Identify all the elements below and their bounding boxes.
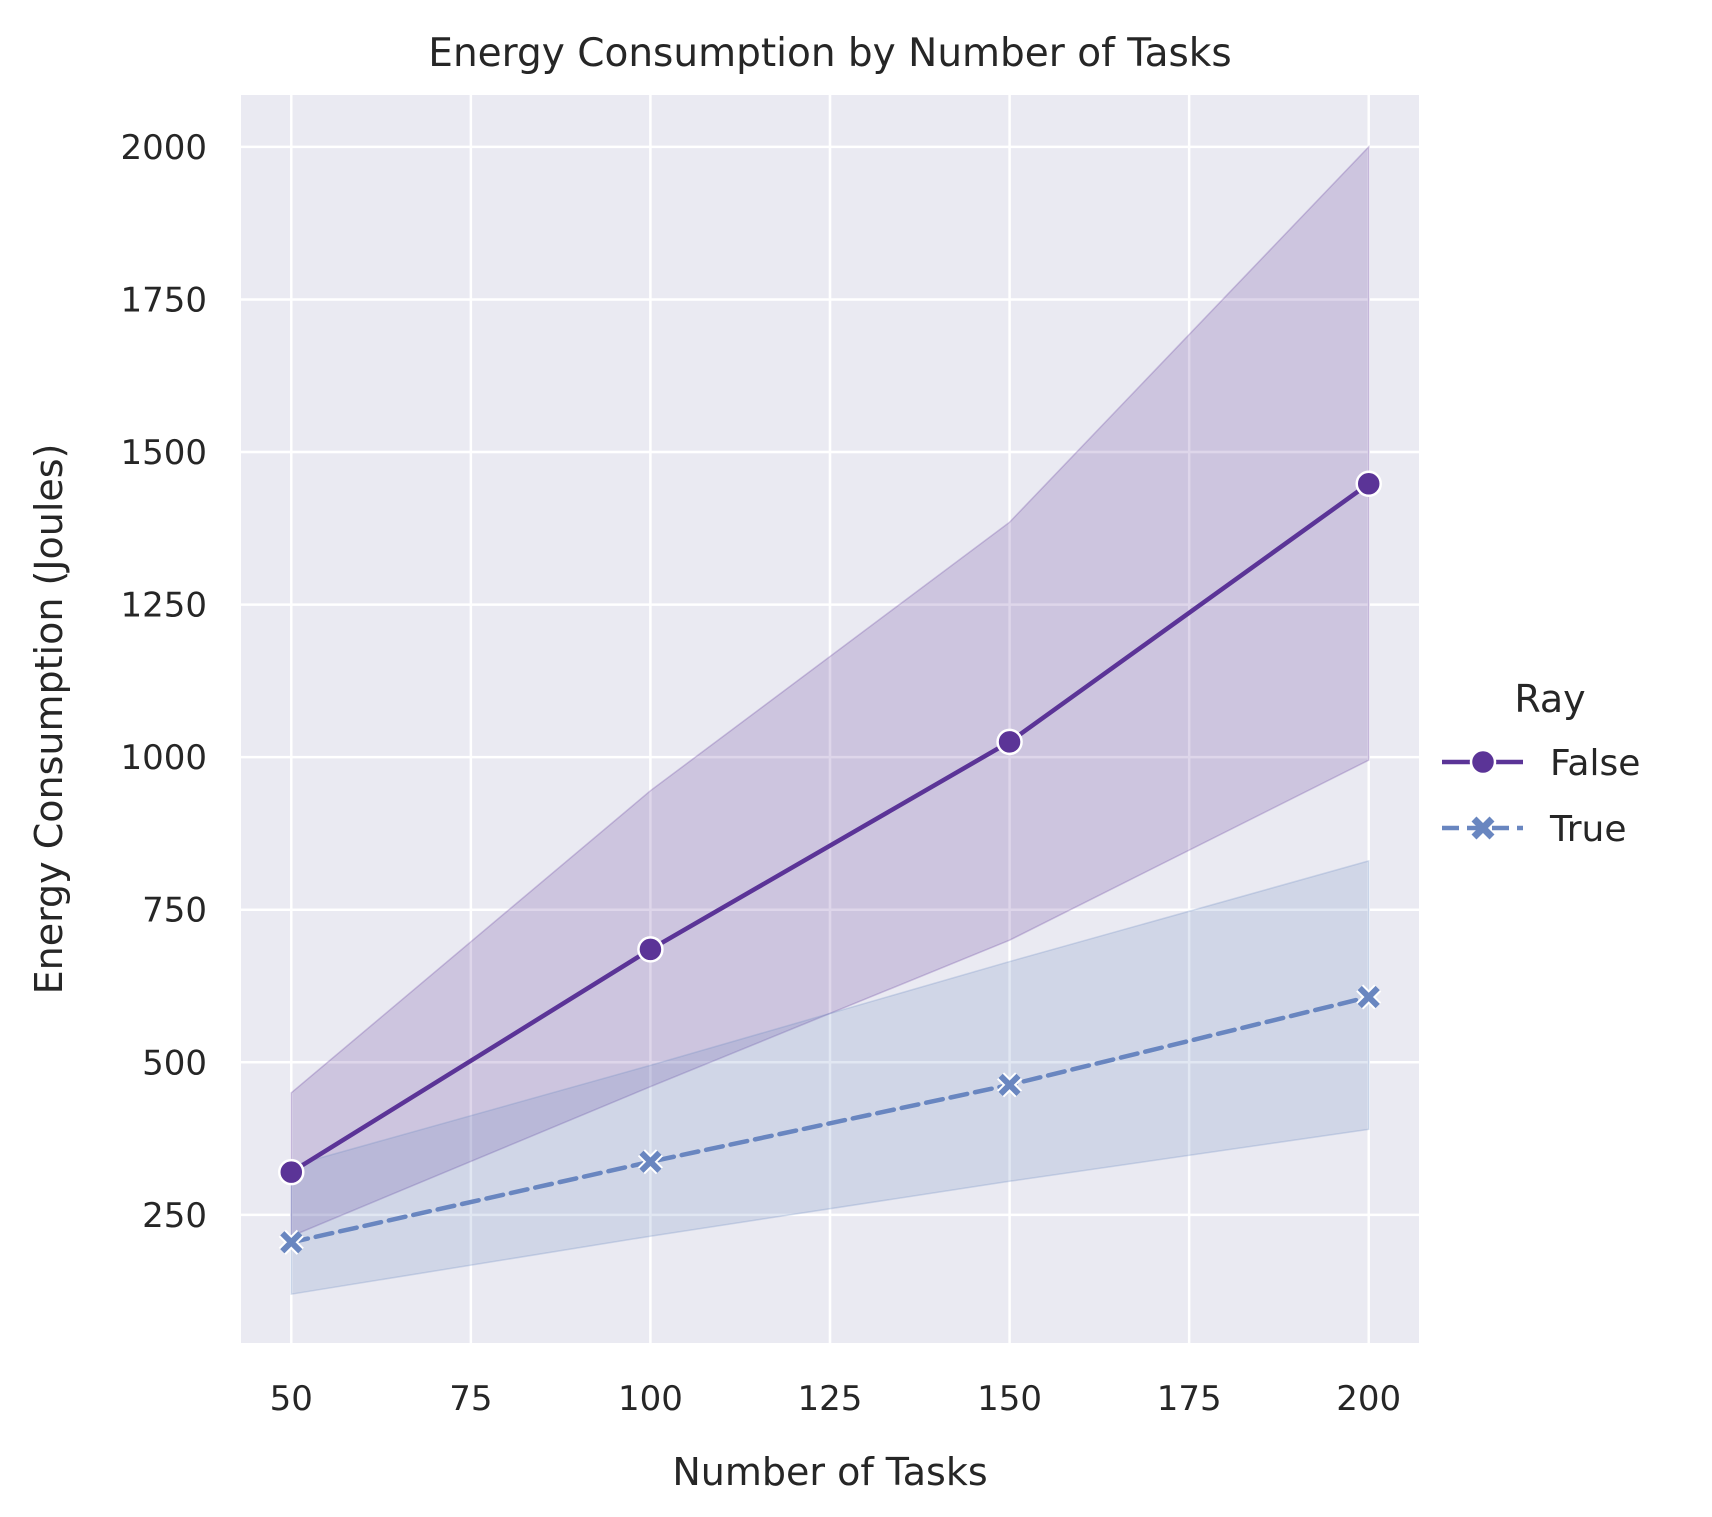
band-false [290,145,1370,1238]
band-true [290,859,1370,1296]
x-tick-label: 125 [798,1379,863,1419]
series-markers [278,470,1382,1255]
point-false [1355,470,1382,497]
x-tick-label: 200 [1336,1379,1401,1419]
y-tick-label: 500 [142,1043,207,1083]
y-tick-label: 1750 [120,280,207,320]
y-tick-label: 250 [142,1196,207,1236]
point-true [1357,985,1380,1009]
y-tick-label: 750 [142,891,207,931]
legend: Ray False True [1442,677,1640,850]
point-true [280,1231,303,1254]
y-axis-label: Energy Consumption (Joules) [27,444,71,995]
legend-title: Ray [1514,677,1585,721]
point-false [637,936,664,963]
legend-marker-true [1471,816,1495,840]
point-true [639,1150,662,1173]
legend-marker-false [1469,748,1497,776]
legend-label-true: True [1549,809,1626,850]
y-tick-label: 1000 [120,738,207,778]
x-axis-label: Number of Tasks [672,1450,987,1494]
series-line-false [289,481,1371,1175]
x-tick-label: 75 [449,1379,492,1419]
grid [241,95,1419,1343]
x-tick-label: 175 [1157,1379,1222,1419]
x-tick-label: 50 [270,1379,313,1419]
series-line-true [289,994,1371,1245]
confidence-bands [290,145,1370,1296]
y-tick-label: 2000 [120,128,207,168]
series-lines [289,481,1371,1245]
point-true [998,1073,1021,1096]
legend-label-false: False [1550,743,1640,784]
x-tick-label: 100 [618,1379,683,1419]
y-tick-label: 1500 [120,433,207,473]
y-tick-labels: 250 500 750 1000 1250 1500 1750 2000 [120,128,207,1236]
legend-item-false: False [1442,743,1640,784]
y-tick-label: 1250 [120,586,207,626]
point-false [278,1158,305,1186]
chart-title: Energy Consumption by Number of Tasks [428,31,1231,76]
legend-item-true: True [1442,809,1626,850]
point-false [996,728,1023,756]
x-tick-label: 150 [977,1379,1042,1419]
x-tick-labels: 50 75 100 125 150 175 200 [270,1379,1402,1419]
